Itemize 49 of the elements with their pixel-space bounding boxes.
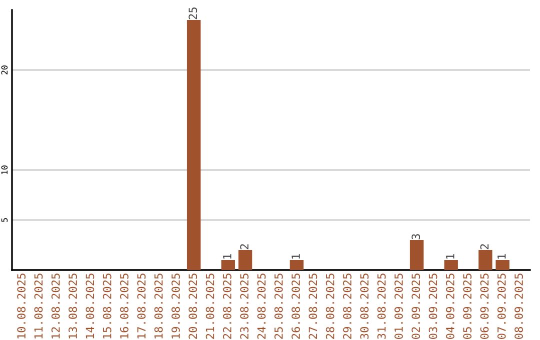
x-tick-label: 05.09.2025 [463, 274, 472, 339]
x-tick-label: 28.08.2025 [326, 274, 334, 339]
data-label: 2 [480, 244, 488, 250]
x-tick-label: 10.08.2025 [17, 274, 26, 338]
data-label: 1 [498, 254, 506, 259]
x-tick-label: 30.08.2025 [360, 274, 369, 339]
x-tick-label: 15.08.2025 [102, 274, 112, 338]
x-tick-label: 11.08.2025 [34, 274, 43, 338]
data-label: 1 [292, 254, 300, 259]
bar [238, 250, 252, 270]
x-tick-label: 03.09.2025 [428, 274, 438, 339]
x-tick-label: 21.08.2025 [206, 274, 214, 339]
bar [478, 250, 492, 270]
x-tick-label: 17.08.2025 [137, 274, 146, 338]
y-tick-label: 20 [1, 66, 8, 74]
bar [221, 260, 235, 270]
x-tick-label: 04.09.2025 [446, 274, 454, 339]
bar [186, 20, 201, 270]
data-label: 3 [412, 234, 420, 240]
x-tick-label: 22.08.2025 [222, 274, 232, 339]
x-tick-label: 12.08.2025 [51, 274, 60, 338]
x-tick-label: 27.08.2025 [308, 274, 318, 339]
bar [496, 260, 510, 270]
x-tick-label: 18.08.2025 [154, 274, 163, 338]
x-tick-label: 07.09.2025 [497, 274, 506, 339]
x-tick-label: 29.08.2025 [343, 274, 352, 339]
data-label: 1 [446, 254, 454, 259]
x-tick-label: 23.08.2025 [240, 274, 249, 339]
bar [290, 260, 304, 270]
x-tick-label: 19.08.2025 [172, 274, 180, 338]
x-tick-label: 25.08.2025 [274, 274, 283, 339]
x-tick-label: 02.09.2025 [412, 274, 420, 339]
y-tick-label: 5 [1, 218, 8, 222]
x-tick-label: 16.08.2025 [120, 274, 128, 338]
x-tick-label: 13.08.2025 [68, 274, 77, 338]
bar [444, 260, 458, 270]
x-tick-label: 31.08.2025 [377, 274, 386, 339]
x-tick-label: 06.09.2025 [480, 274, 489, 339]
data-label: 25 [188, 8, 198, 20]
x-tick-label: 20.08.2025 [188, 274, 198, 339]
x-tick-label: 14.08.2025 [86, 274, 94, 338]
x-tick-label: 24.08.2025 [257, 274, 266, 339]
y-tick-label: 10 [1, 166, 8, 174]
x-tick-label: 01.09.2025 [394, 274, 403, 339]
data-label: 2 [240, 244, 248, 250]
x-tick-label: 08.09.2025 [514, 274, 523, 339]
x-tick-label: 26.08.2025 [292, 274, 300, 339]
bar [410, 240, 424, 270]
data-label: 1 [223, 254, 232, 259]
